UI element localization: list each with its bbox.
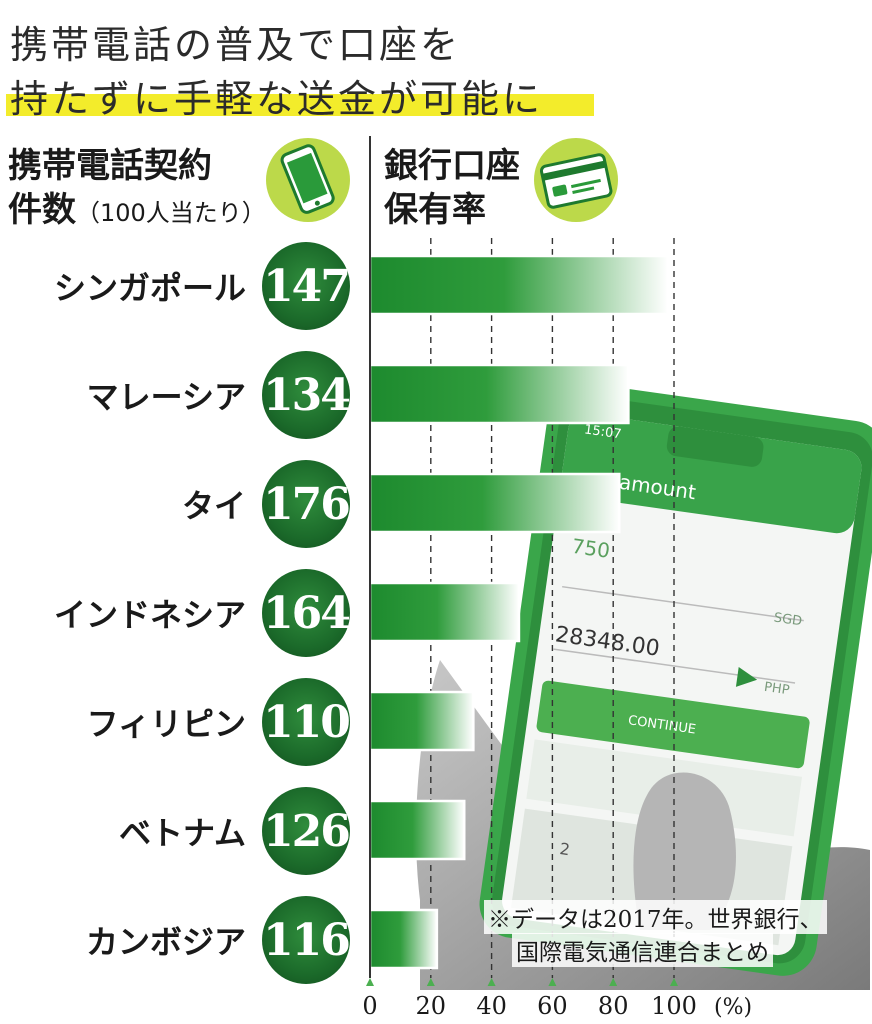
subscription-circle: 126 xyxy=(262,787,351,875)
right-header-line1: 銀行口座 xyxy=(384,146,520,186)
tick-marker xyxy=(548,978,557,986)
title-line-2: 持たずに手軽な送金が可能に xyxy=(10,77,544,121)
x-tick-label: 60 xyxy=(537,992,568,1020)
category-label: マレーシア xyxy=(86,378,246,416)
right-header-line2: 保有率 xyxy=(384,190,486,230)
category-label: カンボジア xyxy=(85,923,246,961)
x-tick-label: 40 xyxy=(476,992,507,1020)
x-tick-label: 100 xyxy=(651,992,697,1020)
x-tick-label: 20 xyxy=(416,992,447,1020)
subscription-circle: 164 xyxy=(262,569,351,657)
smartphone-icon xyxy=(266,138,350,222)
tick-marker xyxy=(366,978,374,986)
bar xyxy=(368,908,439,970)
category-label: インドネシア xyxy=(53,596,246,634)
subscription-circle: 116 xyxy=(262,896,351,984)
svg-text:750: 750 xyxy=(570,534,611,563)
axis-layer: 0 20 40 60 80 100 (%) xyxy=(362,136,752,1020)
tick-marker xyxy=(487,978,496,986)
bar xyxy=(368,581,521,643)
x-tick-label: 80 xyxy=(598,992,629,1020)
tick-marker xyxy=(426,978,435,986)
tick-marker xyxy=(609,978,618,986)
category-label: タイ xyxy=(181,487,246,525)
bar xyxy=(368,363,630,425)
left-header-line2-wrap: 件数（100人当たり） xyxy=(8,188,266,235)
bar xyxy=(368,254,670,316)
left-header-line2: 件数 xyxy=(8,190,76,230)
category-label: フィリピン xyxy=(86,705,246,743)
left-header-note: （100人当たり） xyxy=(76,199,266,227)
title-line-1: 携帯電話の普及で口座を xyxy=(10,23,462,67)
svg-text:2: 2 xyxy=(558,839,571,859)
x-tick-label: 0 xyxy=(362,992,377,1020)
bar-layer xyxy=(368,254,670,970)
svg-text:PHP: PHP xyxy=(763,680,790,698)
subscription-circle: 147 xyxy=(262,242,351,330)
category-label: ベトナム xyxy=(118,814,246,852)
bar xyxy=(368,472,621,534)
right-header: 銀行口座 保有率 xyxy=(384,144,520,232)
credit-card-icon xyxy=(534,138,618,222)
subscription-circle: 134 xyxy=(262,351,351,439)
category-label: シンガポール xyxy=(53,269,246,307)
svg-text:SGD: SGD xyxy=(773,611,803,630)
tick-marker xyxy=(670,978,678,986)
title-highlight xyxy=(6,94,594,116)
left-header-line1: 携帯電話契約 xyxy=(8,146,212,186)
x-unit-label: (%) xyxy=(714,995,752,1020)
bar xyxy=(368,690,475,752)
subscription-circle: 110 xyxy=(262,678,351,766)
subscription-circle: 176 xyxy=(262,460,351,548)
bar xyxy=(368,799,466,861)
footnote-line-1: ※データは2017年。世界銀行、 xyxy=(484,900,827,934)
footnote-line-2: 国際電気通信連合まとめ xyxy=(512,933,773,967)
left-header: 携帯電話契約 件数（100人当たり） xyxy=(8,144,266,235)
